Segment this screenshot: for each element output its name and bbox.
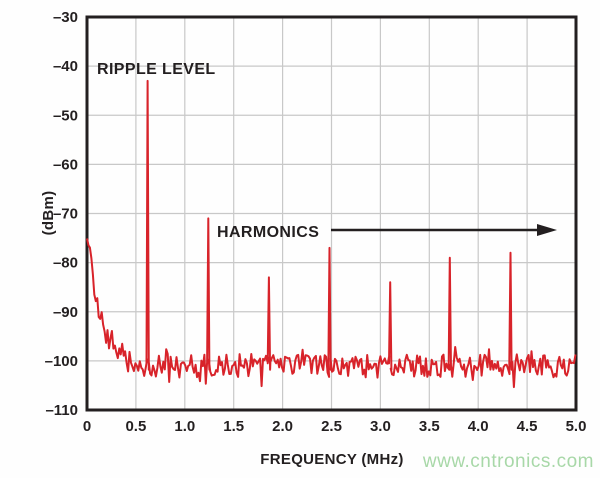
harmonics-label: HARMONICS <box>217 224 319 241</box>
y-tick-label: –30 <box>53 9 78 26</box>
plot-border <box>85 15 578 412</box>
x-tick-label: 1.0 <box>174 418 195 435</box>
x-tick-label: 4.0 <box>468 418 489 435</box>
x-axis-tick-labels: 0 0.5 1.0 1.5 2.0 2.5 3.0 3.5 4.0 4.5 5.0 <box>83 418 587 435</box>
x-tick-label: 2.5 <box>321 418 342 435</box>
y-axis-tick-labels: –30 –40 –50 –60 –70 –80 –90 –100 –110 <box>45 9 78 419</box>
x-tick-label: 3.5 <box>419 418 440 435</box>
x-tick-label: 5.0 <box>566 418 587 435</box>
watermark: www.cntronics.com <box>422 451 594 472</box>
y-tick-label: –50 <box>53 107 78 124</box>
y-tick-label: –110 <box>45 402 78 419</box>
y-tick-label: –70 <box>53 206 78 223</box>
y-axis-title: (dBm) <box>40 191 57 236</box>
x-tick-label: 0 <box>83 418 91 435</box>
y-tick-label: –90 <box>53 304 78 321</box>
x-tick-label: 2.0 <box>272 418 293 435</box>
x-tick-label: 4.5 <box>517 418 538 435</box>
x-tick-label: 0.5 <box>125 418 146 435</box>
y-tick-label: –40 <box>53 58 78 75</box>
y-tick-label: –60 <box>53 156 78 173</box>
x-tick-label: 1.5 <box>223 418 244 435</box>
y-tick-label: –80 <box>53 255 78 272</box>
gridlines <box>87 17 576 410</box>
ripple-level-label: RIPPLE LEVEL <box>97 61 216 78</box>
y-tick-label: –100 <box>45 353 78 370</box>
x-axis-title: FREQUENCY (MHz) <box>260 451 403 468</box>
x-tick-label: 3.0 <box>370 418 391 435</box>
harmonics-arrow-icon <box>331 224 557 236</box>
signal-trace <box>86 79 577 389</box>
